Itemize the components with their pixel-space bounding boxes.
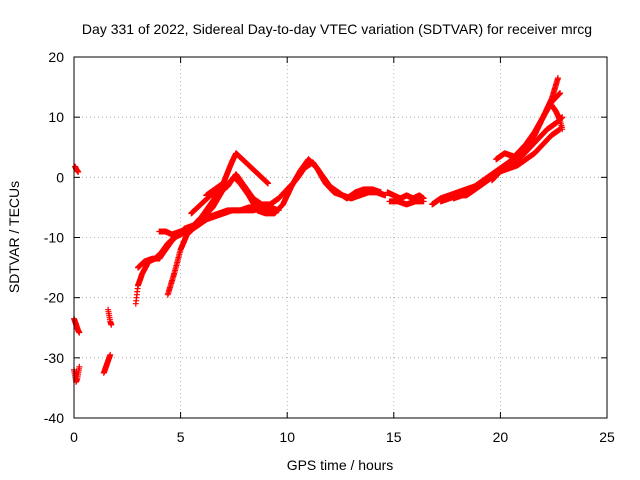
series-seg-19 <box>548 102 566 133</box>
y-tick-label: -20 <box>44 290 64 306</box>
series-seg-15 <box>437 75 561 205</box>
x-tick-label: 20 <box>493 429 509 445</box>
data-points <box>71 315 83 336</box>
data-points <box>100 351 114 376</box>
data-points <box>156 204 278 238</box>
x-tick-label: 15 <box>386 429 402 445</box>
data-points <box>429 90 564 208</box>
data-points <box>488 126 564 184</box>
y-tick-label: 10 <box>48 109 64 125</box>
series-seg-1 <box>72 163 82 175</box>
series-seg-17 <box>488 126 564 184</box>
x-tick-label: 5 <box>177 429 185 445</box>
series-seg-3 <box>71 363 83 385</box>
data-points <box>188 186 227 217</box>
series-seg-11 <box>188 186 227 217</box>
data-points <box>72 163 82 175</box>
y-tick-label: -30 <box>44 350 64 366</box>
data-points <box>548 102 566 133</box>
data-points <box>386 198 427 208</box>
x-tick-label: 10 <box>279 429 295 445</box>
series-seg-5 <box>105 306 115 328</box>
series-seg-2 <box>71 315 83 336</box>
data-points <box>203 150 272 199</box>
series-seg-12 <box>384 189 427 202</box>
data-markers <box>71 75 566 385</box>
x-tick-label: 0 <box>70 429 78 445</box>
chart-title: Day 331 of 2022, Sidereal Day-to-day VTE… <box>82 21 592 37</box>
y-tick-label: 20 <box>48 49 64 65</box>
series-seg-10 <box>203 150 272 199</box>
data-points <box>71 363 83 385</box>
y-axis-label: SDTVAR / TECUs <box>6 181 22 293</box>
series-seg-14 <box>429 90 564 208</box>
y-tick-label: -10 <box>44 230 64 246</box>
series-seg-13 <box>386 198 427 208</box>
x-tick-label: 25 <box>599 429 615 445</box>
x-axis-label: GPS time / hours <box>287 457 394 473</box>
series-seg-8 <box>164 204 282 298</box>
axis-ticks: 0 5 10 15 20 25 -40 -30 -20 -10 0 10 20 <box>44 49 615 445</box>
y-tick-label: -40 <box>44 410 64 426</box>
data-points <box>437 75 561 205</box>
series-seg-9 <box>156 204 278 238</box>
plot-frame <box>73 56 608 419</box>
y-tick-label: 0 <box>56 169 64 185</box>
series-seg-18 <box>493 150 517 163</box>
grid <box>74 57 607 418</box>
series-seg-4 <box>100 351 114 376</box>
data-points <box>164 204 282 298</box>
data-points <box>493 150 517 163</box>
data-points <box>105 306 115 328</box>
data-points <box>384 189 427 202</box>
